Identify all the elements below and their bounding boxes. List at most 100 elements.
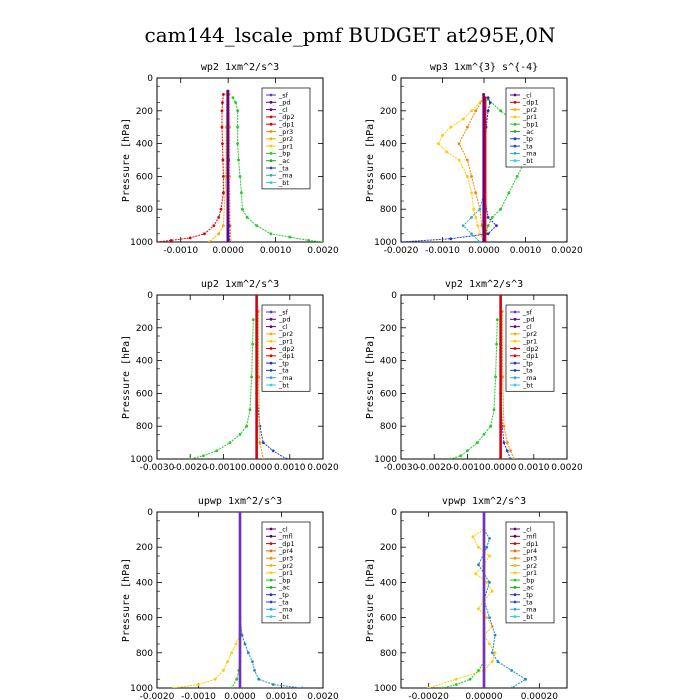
series-point-bp: [269, 232, 273, 236]
legend-entry: _ma: [522, 374, 537, 382]
series-point-pr2: [512, 457, 516, 459]
series-point-pr1: [471, 535, 475, 539]
legend-entry: _cl: [278, 323, 288, 331]
series-point-bp: [240, 207, 244, 211]
x-tick-label: -0.0010: [163, 246, 198, 256]
series-point-cl: [226, 240, 230, 242]
legend-marker: [513, 347, 517, 350]
legend-entry: _pr1: [278, 569, 293, 577]
series-point-dp2: [250, 375, 254, 379]
series-point-pr1: [226, 660, 229, 663]
series-point-bp: [245, 216, 249, 219]
legend-entry: _pr4: [278, 547, 293, 555]
panel-title: vp2 1xm^2/s^3: [445, 279, 523, 290]
series-point-pr1: [470, 109, 473, 113]
series-point-bp: [230, 686, 234, 688]
legend-marker: [269, 534, 273, 538]
legend-entry: _bp: [278, 150, 291, 158]
legend-marker: [269, 564, 273, 567]
series-group: [427, 512, 527, 688]
legend-marker: [269, 130, 273, 133]
series-point-pr1: [427, 686, 431, 688]
legend-entry: _dp1: [278, 121, 295, 129]
legend-marker: [269, 122, 273, 126]
legend-entry: _bp: [278, 576, 291, 584]
series-point-bp: [236, 125, 240, 129]
series-point-tp: [251, 660, 254, 663]
legend-marker: [513, 354, 517, 358]
legend-entry: _cl: [278, 106, 288, 114]
series-point-dp2: [248, 408, 252, 412]
series-point-dp2: [220, 125, 224, 129]
series-point-tp: [488, 537, 491, 540]
legend-marker: [513, 542, 517, 545]
legend-entry: _ta: [522, 367, 533, 375]
legend-marker: [269, 159, 273, 163]
series-point-tp: [495, 224, 498, 228]
y-tick-label: 1000: [130, 684, 153, 694]
series-point-ma: [478, 240, 482, 242]
series-point-dp2: [212, 224, 216, 228]
legend-entry: _ta: [278, 598, 289, 606]
y-tick-label: 200: [136, 543, 153, 553]
panel-title: wp3 1xm^{3} s^{-4}: [430, 62, 538, 73]
y-tick-label: 800: [136, 649, 153, 659]
y-tick-label: 800: [380, 422, 397, 432]
x-tick-label: -0.0030: [384, 463, 419, 473]
y-tick-label: 600: [136, 172, 153, 182]
legend-entry: _pr2: [522, 330, 537, 338]
series-point-dp2: [238, 433, 242, 436]
y-axis-label: Pressure [hPa]: [121, 558, 132, 642]
legend-entry: _cl: [522, 323, 532, 331]
legend-marker: [269, 586, 273, 589]
panel-3: up2 1xm^2/s^3 Pressure [hPa] 0 200 400 600 800…: [121, 279, 339, 473]
legend-marker: [269, 607, 273, 611]
series-point-pr1: [213, 677, 217, 681]
legend-entry: _dp1: [522, 352, 539, 360]
x-tick-label: -0.0020: [173, 463, 208, 473]
series-point-pr2: [470, 175, 473, 178]
series-point-tp: [300, 686, 304, 688]
legend-marker: [269, 361, 273, 365]
y-tick-label: 200: [136, 107, 153, 117]
legend-entry: _pr2: [278, 135, 293, 143]
y-tick-label: 1000: [130, 455, 153, 465]
legend-marker: [513, 556, 517, 560]
series-point-tp: [449, 237, 453, 241]
legend-entry: _tp: [522, 591, 533, 599]
series-line-dp2: [190, 319, 254, 459]
legend-marker: [269, 115, 273, 119]
legend-entry: _tp: [522, 135, 533, 143]
series-point-pd: [255, 457, 258, 459]
series-point-pr1: [488, 642, 491, 646]
plot-frame: [156, 294, 324, 460]
series-line-bp: [231, 661, 241, 688]
series-point-dp2: [188, 236, 192, 240]
legend-entry: _dp2: [278, 113, 295, 121]
x-tick-label: 0.0000: [468, 246, 500, 256]
series-point-tp: [261, 441, 265, 444]
series-line-pr2: [501, 311, 515, 459]
x-tick-label: 0.0010: [274, 463, 306, 473]
panels: wp2 1xm^2/s^3 Pressure [hPa] 0 200 400 600 800…: [121, 62, 583, 700]
panel-6: vpwp 1xm^2/s^3 Pressure [hPa] 0 200 400 600 80…: [365, 496, 568, 700]
legend-marker: [269, 571, 273, 575]
x-tick-label: 0.0010: [266, 692, 298, 700]
series-point-tp: [486, 109, 490, 113]
legend-marker: [513, 115, 517, 119]
series-point-pr1: [477, 545, 480, 549]
series-line-bp: [442, 661, 485, 688]
series-point-tp: [240, 633, 244, 637]
series-line-tp: [401, 97, 498, 242]
legend-marker: [513, 578, 517, 582]
series-point-bp: [240, 191, 243, 195]
legend-entry: _ac: [522, 584, 534, 592]
legend-marker: [269, 137, 273, 141]
series-line-dp2: [157, 94, 224, 242]
legend-marker: [269, 325, 273, 328]
legend-marker: [513, 122, 517, 126]
series-point-pr1: [470, 191, 473, 195]
legend-marker: [513, 376, 517, 380]
legend-marker: [513, 144, 517, 148]
series-point-cl: [482, 93, 485, 96]
